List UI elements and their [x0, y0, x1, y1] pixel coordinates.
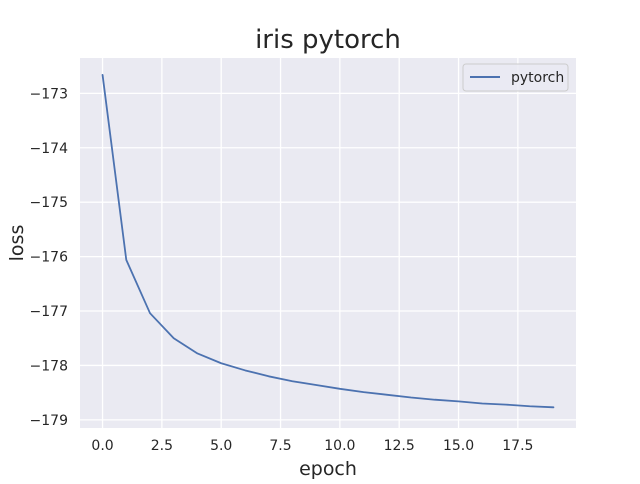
x-tick-label: 7.5: [269, 438, 291, 454]
y-axis-label: loss: [6, 225, 28, 262]
y-tick-label: −177: [30, 304, 68, 320]
x-tick-label: 17.5: [502, 438, 533, 454]
chart-title: iris pytorch: [255, 25, 401, 55]
x-tick-label: 12.5: [384, 438, 415, 454]
x-tick-label: 15.0: [443, 438, 474, 454]
y-tick-label: −179: [30, 413, 68, 429]
legend: pytorch: [463, 64, 568, 91]
x-tick-label: 0.0: [91, 438, 113, 454]
x-tick-label: 2.5: [151, 438, 173, 454]
legend-label-pytorch: pytorch: [511, 70, 564, 86]
x-tick-label: 10.0: [324, 438, 355, 454]
y-tick-label: −173: [30, 86, 68, 102]
plot-area: [80, 58, 576, 428]
x-axis-label: epoch: [299, 458, 357, 480]
y-tick-label: −175: [30, 195, 68, 211]
x-tick-label: 5.0: [210, 438, 232, 454]
y-tick-label: −174: [30, 141, 69, 157]
y-tick-label: −178: [30, 358, 68, 374]
y-tick-label: −176: [30, 250, 69, 266]
